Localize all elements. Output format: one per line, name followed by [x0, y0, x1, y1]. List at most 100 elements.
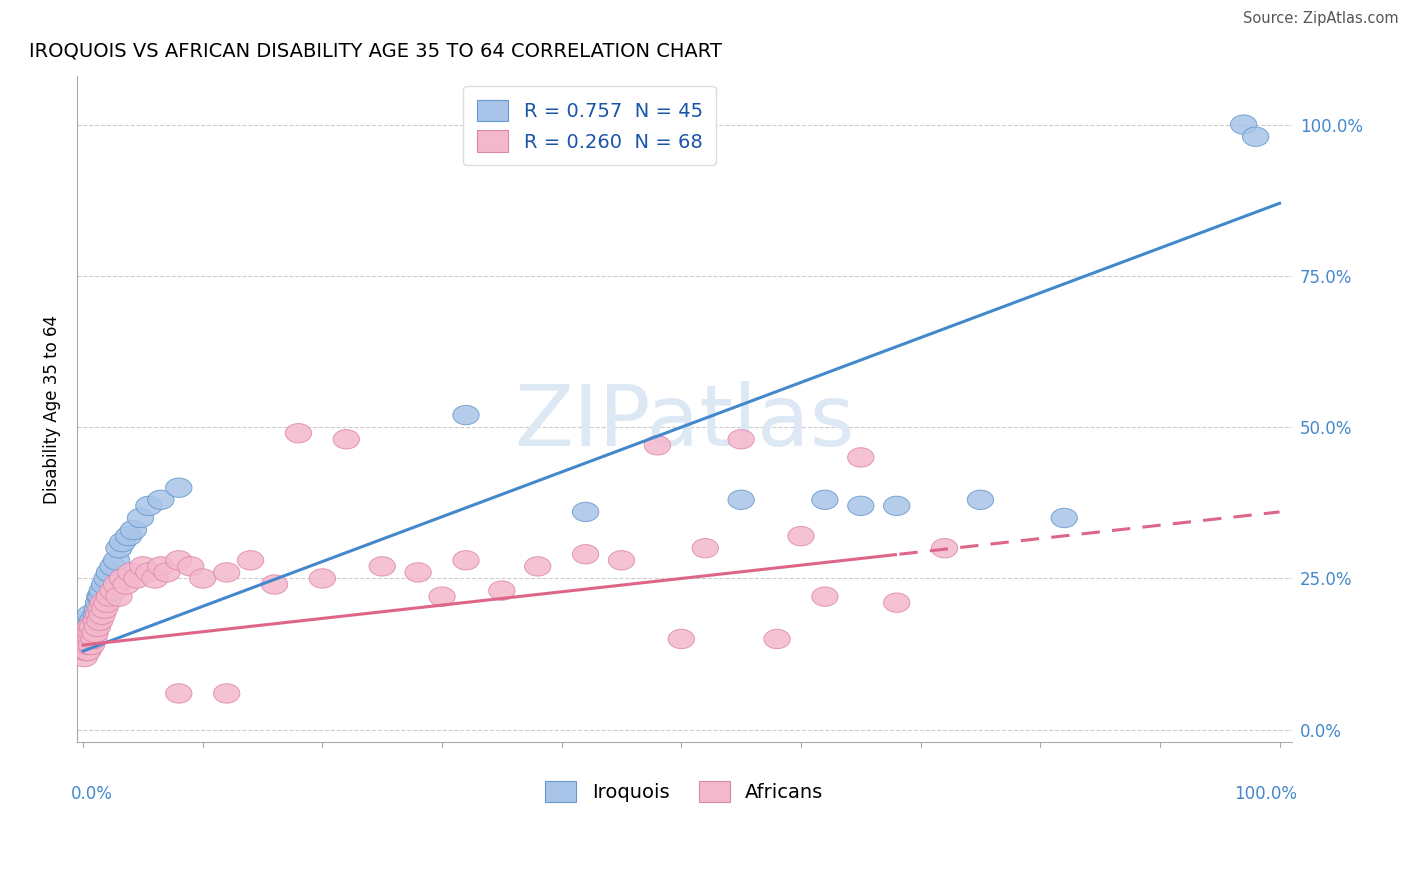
Ellipse shape: [136, 563, 162, 582]
Ellipse shape: [96, 587, 122, 607]
Ellipse shape: [166, 550, 193, 570]
Ellipse shape: [883, 496, 910, 516]
Ellipse shape: [668, 629, 695, 648]
Ellipse shape: [96, 563, 122, 582]
Ellipse shape: [87, 587, 114, 607]
Ellipse shape: [524, 557, 551, 576]
Ellipse shape: [72, 635, 97, 655]
Ellipse shape: [86, 593, 112, 613]
Ellipse shape: [77, 605, 104, 624]
Ellipse shape: [453, 405, 479, 425]
Ellipse shape: [177, 557, 204, 576]
Ellipse shape: [129, 557, 156, 576]
Ellipse shape: [72, 624, 98, 642]
Ellipse shape: [967, 490, 994, 509]
Ellipse shape: [94, 569, 120, 588]
Ellipse shape: [87, 611, 112, 631]
Ellipse shape: [262, 574, 288, 594]
Ellipse shape: [136, 496, 162, 516]
Ellipse shape: [115, 526, 142, 546]
Ellipse shape: [105, 539, 132, 558]
Ellipse shape: [285, 424, 312, 443]
Ellipse shape: [84, 599, 111, 618]
Ellipse shape: [83, 611, 110, 631]
Ellipse shape: [79, 624, 104, 642]
Ellipse shape: [75, 635, 101, 655]
Ellipse shape: [692, 539, 718, 558]
Ellipse shape: [72, 629, 98, 648]
Ellipse shape: [91, 574, 118, 594]
Ellipse shape: [148, 557, 174, 576]
Ellipse shape: [86, 605, 112, 624]
Ellipse shape: [848, 448, 875, 467]
Ellipse shape: [214, 563, 240, 582]
Ellipse shape: [76, 624, 103, 642]
Ellipse shape: [76, 624, 103, 642]
Ellipse shape: [73, 617, 100, 637]
Ellipse shape: [609, 550, 634, 570]
Ellipse shape: [94, 593, 120, 613]
Ellipse shape: [79, 624, 104, 642]
Ellipse shape: [89, 581, 115, 600]
Ellipse shape: [76, 635, 103, 655]
Ellipse shape: [82, 624, 108, 642]
Ellipse shape: [110, 569, 136, 588]
Ellipse shape: [1230, 115, 1257, 135]
Ellipse shape: [80, 611, 105, 631]
Ellipse shape: [80, 629, 107, 648]
Ellipse shape: [118, 563, 143, 582]
Text: IROQUOIS VS AFRICAN DISABILITY AGE 35 TO 64 CORRELATION CHART: IROQUOIS VS AFRICAN DISABILITY AGE 35 TO…: [28, 42, 721, 61]
Ellipse shape: [87, 599, 114, 618]
Ellipse shape: [79, 635, 104, 655]
Ellipse shape: [572, 545, 599, 564]
Ellipse shape: [166, 684, 193, 703]
Ellipse shape: [453, 550, 479, 570]
Ellipse shape: [73, 635, 100, 655]
Ellipse shape: [89, 605, 115, 624]
Ellipse shape: [104, 550, 129, 570]
Ellipse shape: [572, 502, 599, 522]
Ellipse shape: [489, 581, 515, 600]
Ellipse shape: [75, 611, 101, 631]
Ellipse shape: [104, 574, 129, 594]
Ellipse shape: [87, 587, 112, 607]
Ellipse shape: [142, 569, 169, 588]
Ellipse shape: [75, 629, 101, 648]
Ellipse shape: [190, 569, 217, 588]
Ellipse shape: [90, 593, 117, 613]
Text: Source: ZipAtlas.com: Source: ZipAtlas.com: [1243, 11, 1399, 26]
Ellipse shape: [811, 587, 838, 607]
Ellipse shape: [80, 624, 107, 642]
Ellipse shape: [75, 641, 101, 661]
Ellipse shape: [72, 629, 98, 648]
Ellipse shape: [80, 617, 105, 637]
Y-axis label: Disability Age 35 to 64: Disability Age 35 to 64: [44, 315, 60, 503]
Ellipse shape: [120, 520, 146, 540]
Ellipse shape: [73, 641, 100, 661]
Ellipse shape: [214, 684, 240, 703]
Ellipse shape: [368, 557, 395, 576]
Ellipse shape: [77, 629, 104, 648]
Ellipse shape: [77, 629, 104, 648]
Ellipse shape: [100, 557, 127, 576]
Ellipse shape: [82, 617, 108, 637]
Ellipse shape: [73, 624, 100, 642]
Ellipse shape: [100, 581, 127, 600]
Text: 0.0%: 0.0%: [72, 785, 112, 803]
Ellipse shape: [105, 587, 132, 607]
Ellipse shape: [883, 593, 910, 613]
Ellipse shape: [309, 569, 336, 588]
Ellipse shape: [848, 496, 875, 516]
Ellipse shape: [238, 550, 264, 570]
Ellipse shape: [84, 617, 111, 637]
Ellipse shape: [91, 599, 118, 618]
Ellipse shape: [153, 563, 180, 582]
Ellipse shape: [72, 635, 97, 655]
Text: ZIPatlas: ZIPatlas: [515, 381, 855, 464]
Ellipse shape: [931, 539, 957, 558]
Ellipse shape: [763, 629, 790, 648]
Ellipse shape: [77, 617, 104, 637]
Ellipse shape: [429, 587, 456, 607]
Ellipse shape: [1052, 508, 1077, 528]
Ellipse shape: [148, 490, 174, 509]
